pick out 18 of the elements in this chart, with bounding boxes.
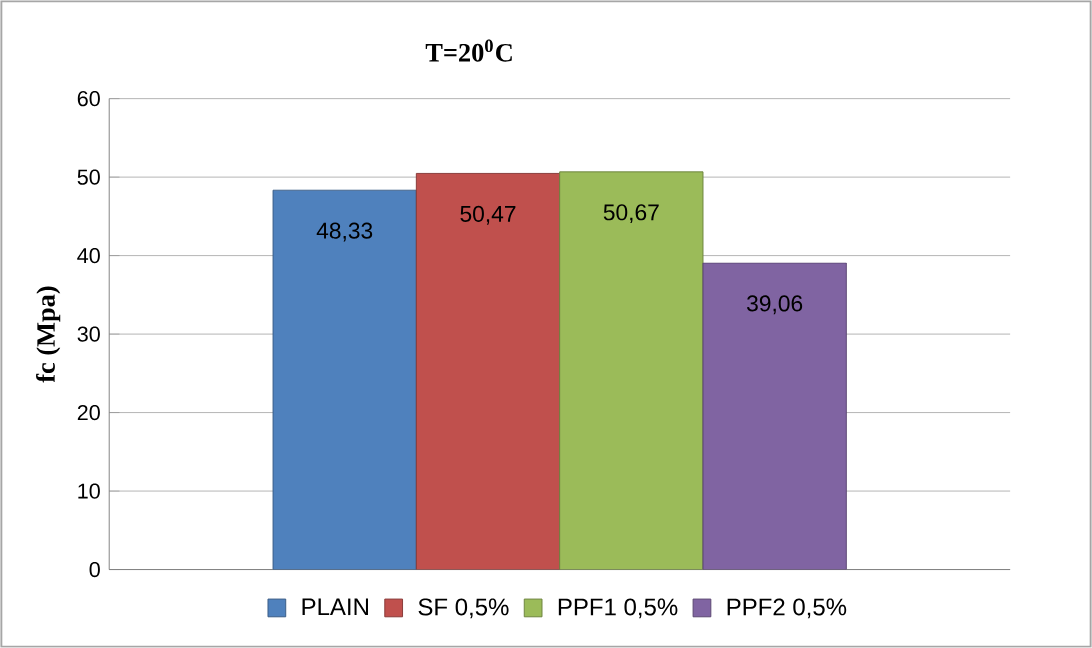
y-tick-label: 60 xyxy=(77,90,100,107)
y-tick-label: 20 xyxy=(77,404,100,421)
y-tick-label: 30 xyxy=(77,326,100,342)
data-label: 39,06 xyxy=(747,295,803,315)
legend-label: SF 0,5% xyxy=(418,598,509,619)
legend-label: PPF1 0,5% xyxy=(558,598,678,619)
data-label: 48,33 xyxy=(316,222,373,242)
y-tick-label: 50 xyxy=(77,169,100,185)
data-label: 50,67 xyxy=(603,204,659,224)
data-label: 50,47 xyxy=(460,205,516,225)
y-tick-label: 10 xyxy=(78,483,100,499)
y-tick-label: 0 xyxy=(89,561,100,578)
bar xyxy=(702,262,847,570)
y-tick-label: 40 xyxy=(77,247,100,264)
legend-label: PLAIN xyxy=(302,598,368,616)
y-axis-title: fc (Mpa) xyxy=(36,286,61,383)
legend-label: PPF2 0,5% xyxy=(727,598,847,619)
chart-title: T=20$^{0}$C xyxy=(425,39,512,62)
